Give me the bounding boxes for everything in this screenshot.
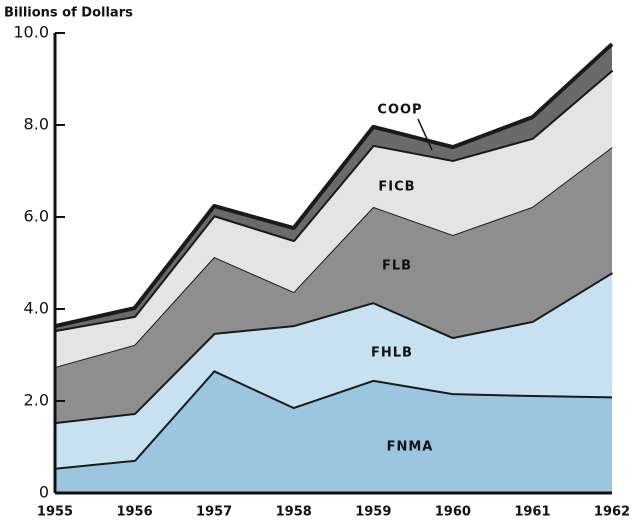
y-tick-label: 8.0 [24, 115, 49, 134]
area [55, 44, 612, 331]
series-label: FNMA [387, 440, 434, 455]
x-tick-label: 1960 [435, 505, 471, 520]
x-tick-label: 1957 [196, 505, 232, 520]
series-label: COOP [377, 103, 422, 118]
area [55, 272, 612, 468]
x-tick-label: 1959 [355, 505, 391, 520]
series-label: FICB [378, 180, 415, 195]
area-edge [54, 42, 614, 328]
y-tick-label: 0 [39, 483, 49, 502]
x-tick-label: 1961 [514, 505, 550, 520]
x-tick-label: 1962 [594, 505, 630, 520]
y-tick-label: 2.0 [24, 391, 49, 410]
y-axis-label: Billions of Dollars [4, 6, 133, 21]
area [55, 147, 612, 423]
series-label: FHLB [371, 346, 413, 361]
leader-line [417, 118, 433, 151]
y-tick-label: 6.0 [24, 207, 49, 226]
area [55, 370, 612, 493]
y-tick-label: 10.0 [13, 23, 49, 42]
y-tick-label: 4.0 [24, 299, 49, 318]
series-label: FLB [382, 259, 412, 274]
x-tick-label: 1958 [276, 505, 312, 520]
x-tick-label: 1956 [116, 505, 152, 520]
area [55, 69, 612, 367]
x-tick-label: 1955 [37, 505, 73, 520]
